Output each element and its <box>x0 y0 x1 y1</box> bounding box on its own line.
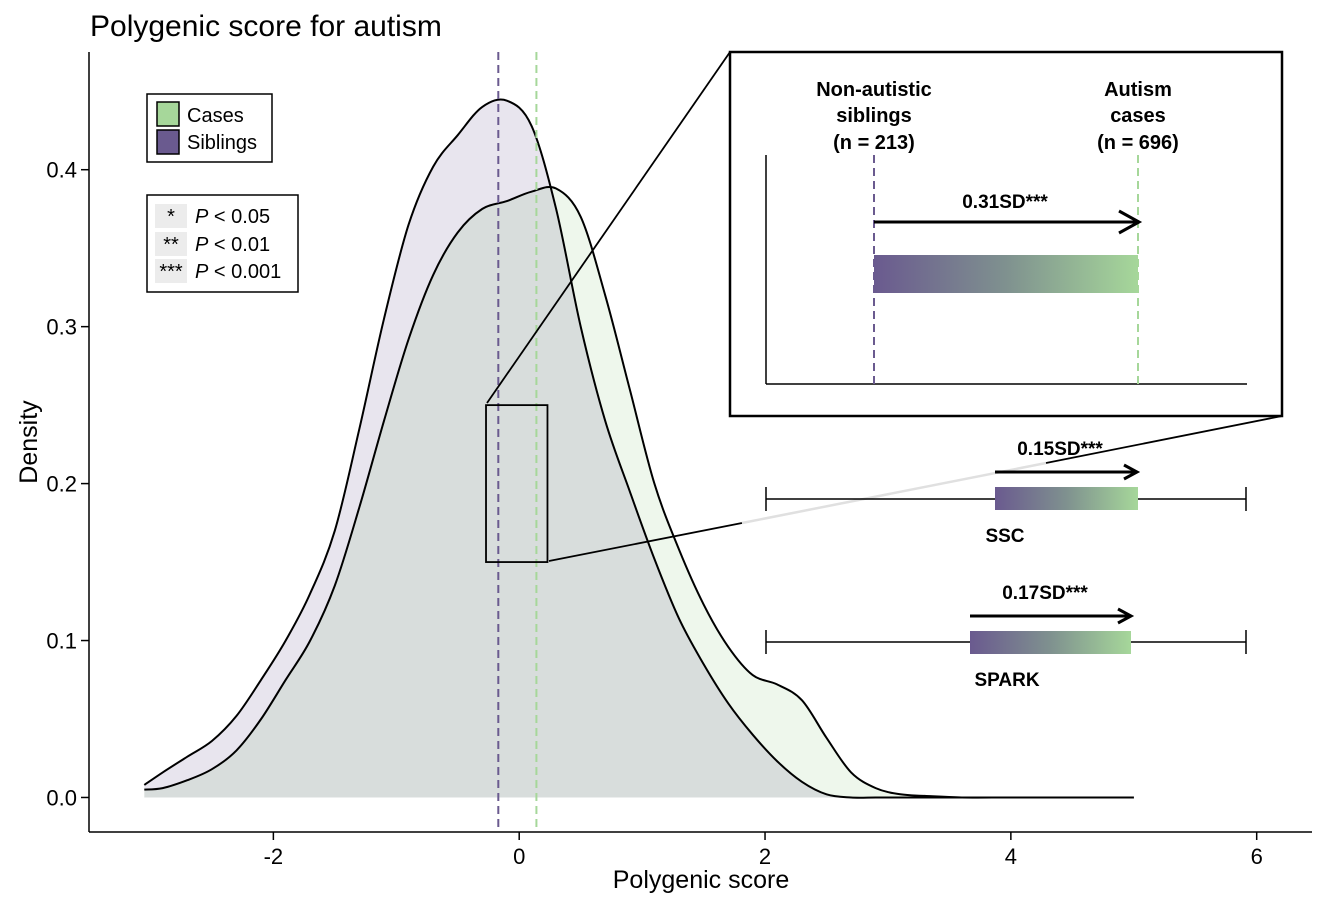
pvalue-threshold-3: < 0.001 <box>208 261 281 283</box>
cohort-spark: 0.17SD*** SPARK <box>765 583 1247 691</box>
x-tick-label: 2 <box>759 844 771 869</box>
spark-effect-bar <box>970 631 1131 654</box>
ssc-effect-bar <box>995 487 1138 510</box>
legend-label-siblings: Siblings <box>187 132 257 154</box>
pvalue-stars-2: ** <box>163 234 179 256</box>
chart-title: Polygenic score for autism <box>90 10 442 43</box>
plot-area <box>143 52 1134 832</box>
inset-siblings-label-2: siblings <box>836 105 912 127</box>
spark-effect-label: 0.17SD*** <box>1002 583 1088 604</box>
density-area-cases <box>144 186 1134 798</box>
inset-siblings-label-3: (n = 213) <box>833 132 915 154</box>
pvalue-text-1: P < 0.05 <box>195 206 270 228</box>
pvalue-symbol-2: P <box>195 234 209 256</box>
ssc-arrow-head <box>1123 463 1141 481</box>
inset-cases-label-2: cases <box>1110 105 1166 127</box>
y-tick-label: 0.4 <box>46 158 77 183</box>
y-tick-label: 0.3 <box>46 315 77 340</box>
spark-cohort-label: SPARK <box>974 670 1039 691</box>
pvalue-symbol-1: P <box>195 206 209 228</box>
inset-arrow-head <box>1118 209 1143 235</box>
cohort-ssc: 0.15SD*** SSC <box>765 439 1247 547</box>
x-tick-label: -2 <box>264 844 284 869</box>
pvalue-threshold-2: < 0.01 <box>208 234 270 256</box>
zoom-connector-bottom-a <box>548 522 743 562</box>
density-curve-siblings <box>143 98 1134 799</box>
legend-label-cases: Cases <box>187 105 244 127</box>
inset-panel: 0.31SD*** Non-autistic siblings (n = 213… <box>728 50 1284 418</box>
spark-arrow-head <box>1117 607 1135 625</box>
inset-effect-bar <box>874 255 1138 293</box>
pvalue-threshold-1: < 0.05 <box>208 206 270 228</box>
pvalue-symbol-3: P <box>195 261 209 283</box>
pvalue-stars-1: * <box>167 206 175 228</box>
y-tick-label: 0.1 <box>46 629 77 654</box>
inset-siblings-label-1: Non-autistic <box>816 79 932 101</box>
legend-swatch-cases <box>156 101 180 127</box>
x-tick-label: 6 <box>1251 844 1263 869</box>
ssc-effect-label: 0.15SD*** <box>1017 439 1103 460</box>
zoom-box <box>485 404 549 563</box>
zoom-connector-top <box>486 51 731 404</box>
pvalue-key-bg-2 <box>155 232 187 256</box>
x-tick-label: 4 <box>1005 844 1017 869</box>
inset-cases-label-1: Autism <box>1104 79 1172 101</box>
pvalue-text-3: P < 0.001 <box>195 261 281 283</box>
inset-frame <box>728 50 1284 418</box>
zoom-connector-bottom-c <box>1045 415 1283 464</box>
ssc-cohort-label: SSC <box>985 526 1024 547</box>
pvalue-stars-3: *** <box>159 261 183 283</box>
pvalue-key-bg-3 <box>155 259 187 283</box>
inset-effect-label: 0.31SD*** <box>962 192 1048 213</box>
legend-swatch-siblings <box>156 129 180 155</box>
pvalue-key-bg-1 <box>155 204 187 228</box>
y-tick-label: 0.0 <box>46 785 77 810</box>
inset-cases-label-3: (n = 696) <box>1097 132 1179 154</box>
y-axis-label: Density <box>15 400 43 484</box>
pvalue-legend: * ** *** P < 0.05 P < 0.01 P < 0.001 <box>146 194 299 293</box>
pvalue-text-2: P < 0.01 <box>195 234 270 256</box>
axis-ticks: -2 0 2 4 6 0.0 0.1 0.2 0.3 0.4 <box>46 158 1262 869</box>
density-curve-cases <box>144 185 1134 799</box>
x-axis-label: Polygenic score <box>613 866 789 894</box>
x-tick-label: 0 <box>513 844 525 869</box>
y-tick-label: 0.2 <box>46 472 77 497</box>
series-legend: Cases Siblings <box>146 93 273 163</box>
